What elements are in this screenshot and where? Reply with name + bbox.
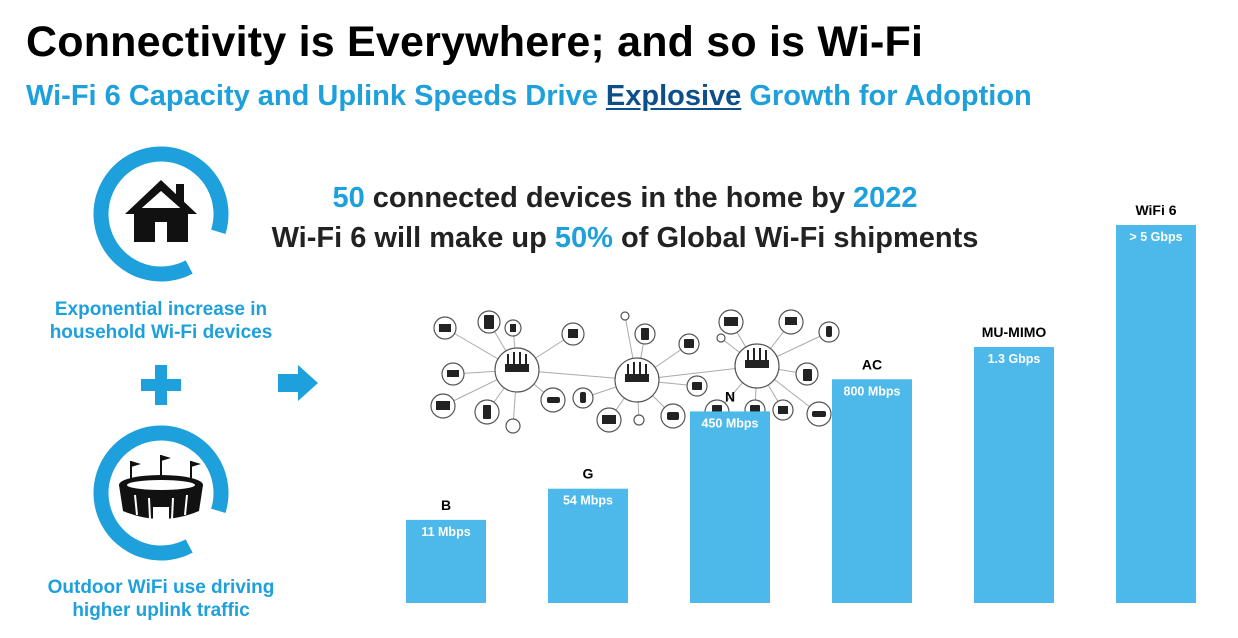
stat-device-count: 50 <box>332 182 365 214</box>
subtitle-start: Wi-Fi 6 Capacity and Uplink Speeds Drive <box>26 80 606 112</box>
bar-category-label: MU-MIMO <box>982 324 1047 340</box>
bar-category-label: N <box>725 388 735 404</box>
bar-value-label: 54 Mbps <box>563 494 613 508</box>
subtitle-emphasis: Explosive <box>605 80 742 112</box>
stat-share-percent: 50% <box>554 222 613 254</box>
bar-value-label: 450 Mbps <box>702 416 759 430</box>
bar-value-label: 1.3 Gbps <box>988 352 1041 366</box>
stat-share-after: of Global Wi-Fi shipments <box>612 222 979 254</box>
stadium-icon <box>93 425 229 561</box>
bar-b <box>406 519 486 603</box>
bar-ac <box>832 379 912 603</box>
bar-value-label: 800 Mbps <box>844 384 901 398</box>
page-subtitle: Wi-Fi 6 Capacity and Uplink Speeds Drive… <box>26 80 1032 113</box>
stat-wifi6-share: Wi-Fi 6 will make up 50% of Global Wi-Fi… <box>240 222 1010 255</box>
home-caption-line-2: household Wi-Fi devices <box>49 322 273 343</box>
page-title: Connectivity is Everywhere; and so is Wi… <box>26 18 924 66</box>
bar-wifi-6 <box>1116 225 1196 603</box>
subtitle-end: Growth for Adoption <box>741 80 1032 112</box>
stadium-caption: Outdoor WiFi use driving higher uplink tr… <box>11 576 311 622</box>
bar-category-label: AC <box>862 356 882 372</box>
stat-connected-devices: 50 connected devices in the home by 2022 <box>240 182 1010 215</box>
home-caption: Exponential increase in household Wi-Fi d… <box>11 298 311 344</box>
bar-g <box>548 488 628 603</box>
stadium-caption-line-1: Outdoor WiFi use driving <box>47 577 275 598</box>
stat-year: 2022 <box>853 182 918 214</box>
plus-icon <box>141 365 181 405</box>
stat-device-text: connected devices in the home by <box>364 182 854 214</box>
house-icon <box>93 146 229 282</box>
home-caption-line-1: Exponential increase in <box>54 299 268 320</box>
bar-category-label: B <box>441 497 451 513</box>
bar-category-label: G <box>583 466 594 482</box>
bar-value-label: 11 Mbps <box>421 525 470 539</box>
connected-devices-network-icon <box>430 309 840 434</box>
bar-n <box>690 411 770 603</box>
bar-category-label: WiFi 6 <box>1135 202 1176 218</box>
stat-share-text: Wi-Fi 6 will make up <box>271 222 555 254</box>
right-arrow-icon <box>278 365 318 401</box>
bar-value-label: > 5 Gbps <box>1129 230 1182 244</box>
stadium-caption-line-2: higher uplink traffic <box>72 600 250 621</box>
bar-mu-mimo <box>974 347 1054 603</box>
